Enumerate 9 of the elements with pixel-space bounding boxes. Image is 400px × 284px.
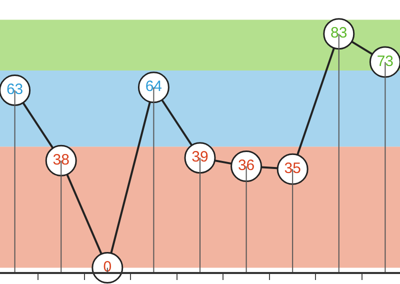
data-label: 73 xyxy=(376,52,394,70)
data-label: 0 xyxy=(103,258,112,276)
data-label: 64 xyxy=(145,78,162,96)
data-label: 38 xyxy=(52,151,70,168)
data-label: 39 xyxy=(192,148,208,166)
data-label: 63 xyxy=(6,80,24,98)
data-label: 36 xyxy=(238,157,255,174)
data-label: 83 xyxy=(330,24,348,42)
data-label: 35 xyxy=(284,160,301,177)
